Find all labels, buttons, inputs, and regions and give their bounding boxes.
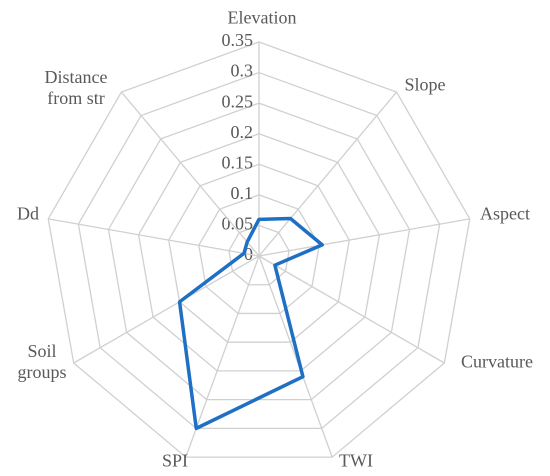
- tick-label: 0.25: [222, 91, 254, 111]
- spoke: [73, 255, 260, 364]
- tick-label: 0.3: [231, 61, 254, 81]
- category-label: Slope: [404, 74, 446, 95]
- spoke: [48, 218, 260, 257]
- category-label: Dd: [17, 203, 39, 224]
- grid-ring: [47, 41, 471, 458]
- tick-label: 0.2: [231, 122, 254, 142]
- category-label: TWI: [339, 450, 373, 471]
- category-label: Curvature: [461, 351, 533, 372]
- spoke: [258, 255, 333, 458]
- category-label: Aspect: [480, 203, 530, 224]
- spoke: [258, 218, 470, 257]
- grid-ring: [228, 224, 290, 286]
- grid-ring: [198, 194, 320, 315]
- series-line: [177, 216, 324, 431]
- spoke: [258, 255, 445, 364]
- category-label: Distance from str: [44, 67, 108, 108]
- tick-label: 0.15: [222, 152, 254, 172]
- grid-ring: [137, 133, 381, 372]
- spoke: [120, 91, 260, 257]
- tick-label: 0.05: [222, 214, 254, 234]
- category-label: SPI: [161, 450, 189, 471]
- category-label: Elevation: [227, 7, 297, 28]
- tick-label: 0.1: [231, 183, 254, 203]
- grid-ring: [167, 163, 351, 343]
- tick-label: 0.35: [222, 30, 254, 50]
- category-label: Soil groups: [17, 341, 67, 382]
- spoke: [258, 91, 398, 257]
- grid-ring: [77, 71, 441, 430]
- spoke: [185, 255, 260, 458]
